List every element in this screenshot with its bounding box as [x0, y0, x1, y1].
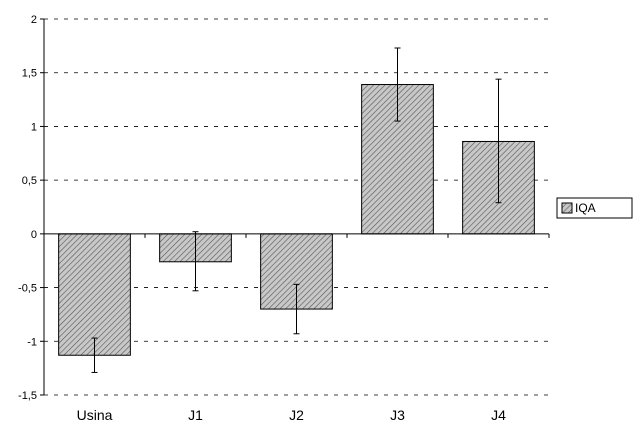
error-bar: [91, 337, 98, 373]
legend-label: IQA: [575, 201, 596, 215]
y-tick-label: -1,5: [18, 390, 37, 402]
x-category-label: Usina: [77, 407, 113, 423]
legend-box: [556, 197, 633, 219]
y-tick-label: 0,5: [22, 175, 37, 187]
x-category-label: J3: [390, 407, 405, 423]
error-bar: [394, 47, 401, 122]
y-tick-label: 2: [31, 14, 37, 26]
error-bar: [293, 283, 300, 335]
legend: IQA: [556, 197, 633, 219]
y-axis-ticks: -1,5 -1 -0,5 0 0,5 1 1,5 2: [18, 14, 44, 402]
legend-swatch: [561, 202, 573, 214]
bar: [58, 233, 131, 356]
y-tick-label: 0: [31, 229, 37, 241]
y-tick-label: -1: [27, 336, 37, 348]
bars: [58, 47, 535, 373]
axes: [43, 19, 550, 395]
x-category-label: J1: [188, 407, 203, 423]
error-bar: [192, 231, 199, 292]
y-tick-label: 1: [31, 121, 37, 133]
y-tick-label: 1,5: [22, 68, 37, 80]
error-bar: [495, 78, 502, 204]
x-category-label: J4: [491, 407, 506, 423]
category-labels: Usina J1 J2 J3 J4: [77, 407, 507, 423]
x-category-label: J2: [289, 407, 304, 423]
y-tick-label: -0,5: [18, 283, 37, 295]
